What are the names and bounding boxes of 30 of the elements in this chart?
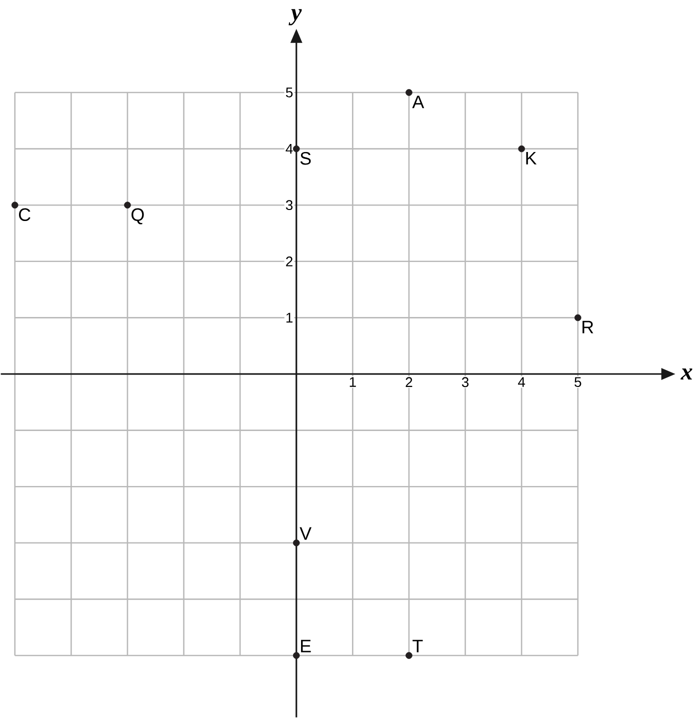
x-tick-label: 1	[350, 377, 356, 387]
x-tick-label: 5	[574, 377, 582, 387]
y-tick-label: 4	[286, 144, 293, 154]
x-tick-label: 2	[406, 377, 412, 387]
point	[292, 145, 300, 152]
annotation: V	[300, 527, 312, 540]
y-tick-label: 5	[286, 88, 293, 98]
point	[292, 539, 300, 546]
y-tick-label: 2	[286, 256, 292, 266]
annotation: C	[18, 208, 30, 222]
annotation: S	[300, 152, 311, 165]
annotation: E	[300, 640, 311, 652]
point	[518, 145, 525, 152]
y-tick-label: 3	[286, 200, 292, 210]
point	[11, 202, 18, 208]
annotation: K	[526, 152, 536, 164]
y-tick-label: 1	[286, 312, 292, 323]
x-axis-title: x	[680, 368, 692, 380]
point	[574, 314, 582, 322]
annotation: A	[412, 96, 424, 108]
point	[405, 89, 412, 96]
point	[405, 652, 412, 659]
x-tick-label: 4	[518, 377, 525, 387]
point	[292, 652, 300, 659]
annotation: Q	[131, 208, 144, 224]
point	[124, 202, 131, 208]
y-axis-title: y	[288, 9, 302, 26]
annotation: R	[582, 320, 594, 334]
x-tick-label: 3	[462, 377, 468, 388]
annotation: T	[412, 640, 423, 652]
